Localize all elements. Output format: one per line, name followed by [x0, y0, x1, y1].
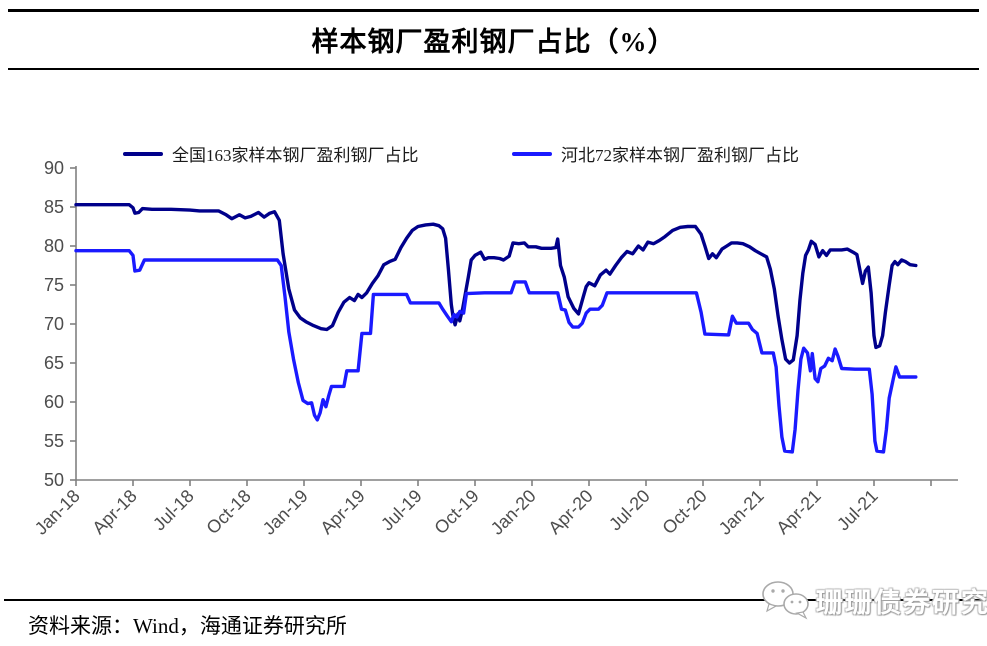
x-tick-label: Jul-19 [377, 486, 426, 535]
legend-item-hebei: 河北72家样本钢厂盈利钢厂占比 [512, 141, 799, 166]
source-note: 资料来源：Wind，海通证券研究所 [28, 614, 347, 638]
legend-line-swatch-hebei [512, 151, 552, 156]
x-tick-label: Oct-19 [430, 486, 482, 538]
x-tick-label: Oct-18 [202, 486, 254, 538]
x-tick-label: Jan-20 [487, 486, 540, 539]
footer-divider-rule [4, 599, 983, 601]
watermark-text: 珊珊债券研究 [816, 587, 987, 618]
y-tick-label: 55 [44, 431, 64, 451]
axes [75, 166, 958, 481]
x-tick-label: Apr-19 [316, 486, 368, 538]
legend-label-hebei: 河北72家样本钢厂盈利钢厂占比 [561, 146, 799, 165]
y-tick-label: 70 [44, 314, 64, 334]
x-tick-label: Oct-20 [658, 486, 710, 538]
x-tick-label: Jan-21 [715, 486, 768, 539]
x-tick-label: Jul-21 [833, 486, 882, 535]
y-tick-label: 50 [44, 470, 64, 490]
y-tick-label: 90 [44, 158, 64, 178]
x-tick-label: Apr-21 [772, 486, 824, 538]
x-axis-ticks [75, 480, 932, 486]
y-tick-label: 80 [44, 236, 64, 256]
watermark: 珊珊债券研究 [760, 578, 987, 622]
legend-label-national: 全国163家样本钢厂盈利钢厂占比 [172, 146, 419, 165]
legend-line-swatch-national [123, 151, 163, 156]
x-tick-label: Jul-20 [605, 486, 654, 535]
top-border-rule [8, 9, 979, 12]
y-tick-label: 60 [44, 392, 64, 412]
series-lines [74, 202, 918, 454]
x-tick-label: Jul-18 [149, 486, 198, 535]
x-tick-label: Apr-18 [88, 486, 140, 538]
title-divider-rule [8, 68, 979, 70]
y-axis-labels: 50 55 60 65 70 75 80 85 90 [44, 158, 64, 490]
series-line-national [74, 202, 918, 365]
y-tick-label: 75 [44, 275, 64, 295]
y-tick-label: 85 [44, 197, 64, 217]
x-tick-label: Jan-18 [31, 486, 84, 539]
page-title: 样本钢厂盈利钢厂占比（%） [311, 27, 676, 57]
y-tick-label: 65 [44, 353, 64, 373]
legend-item-national: 全国163家样本钢厂盈利钢厂占比 [123, 141, 419, 166]
series-line-hebei [74, 248, 918, 454]
wechat-chat-bubbles-icon [762, 581, 809, 620]
y-axis-ticks [70, 167, 76, 481]
x-tick-label: Jan-19 [259, 486, 312, 539]
x-tick-label: Apr-20 [544, 486, 596, 538]
x-axis-labels: Jan-18 Apr-18 Jul-18 Oct-18 Jan-19 Apr-19 Jul-… [31, 486, 882, 539]
